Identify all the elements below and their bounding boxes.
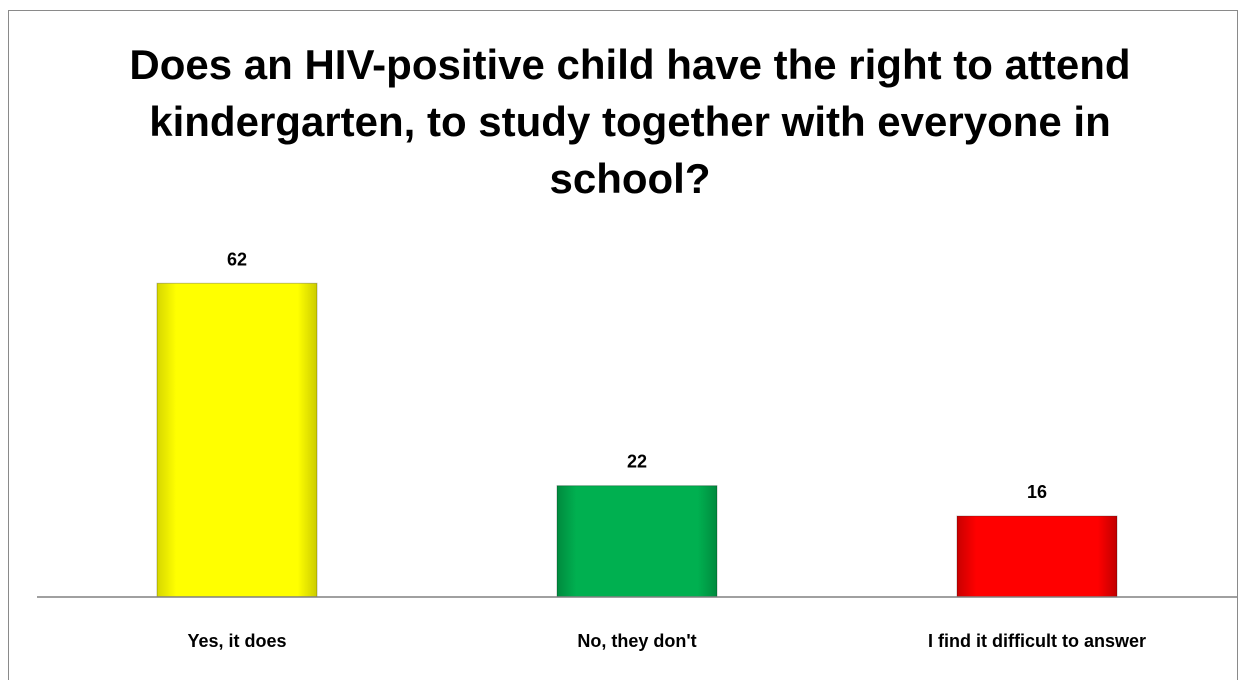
bar-1	[556, 485, 718, 598]
category-label-1: No, they don't	[577, 631, 696, 651]
data-label-2: 16	[1027, 482, 1047, 502]
category-label-2: I find it difficult to answer	[928, 631, 1146, 651]
bar-2	[956, 515, 1118, 598]
bar-0	[156, 282, 318, 598]
category-label-0: Yes, it does	[187, 631, 286, 651]
chart-frame	[8, 10, 1238, 680]
chart-title: Does an HIV-positive child have the righ…	[129, 41, 1131, 202]
data-label-1: 22	[627, 452, 647, 472]
data-label-0: 62	[227, 249, 247, 269]
